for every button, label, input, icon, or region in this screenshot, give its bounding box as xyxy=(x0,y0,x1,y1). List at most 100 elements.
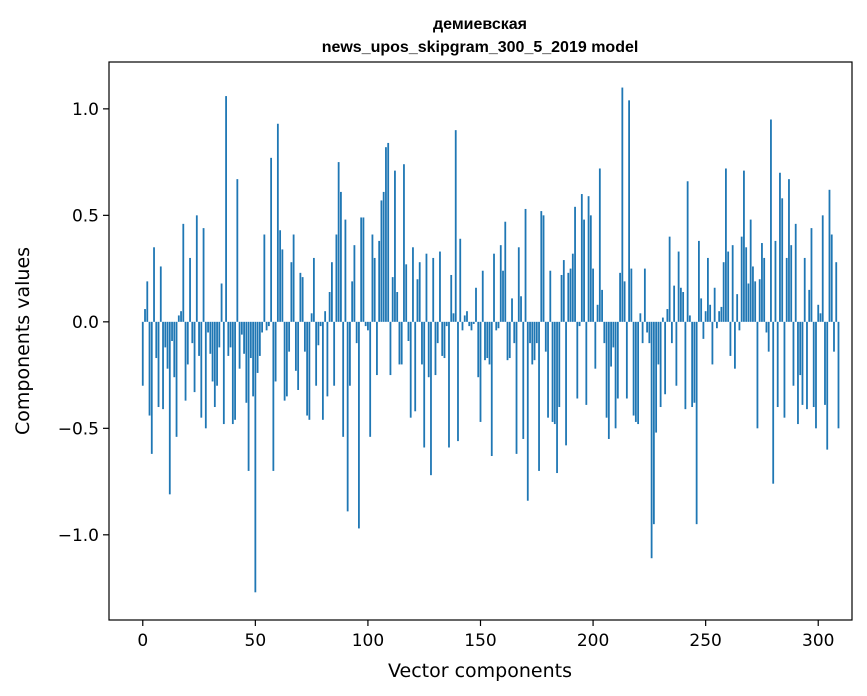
bar-component-161 xyxy=(504,221,507,322)
bar-component-225 xyxy=(648,321,651,344)
bar-component-34 xyxy=(218,321,221,348)
bar-component-300 xyxy=(817,304,820,322)
bar-component-8 xyxy=(159,266,162,322)
bar-component-108 xyxy=(385,147,387,322)
bar-component-118 xyxy=(407,321,410,341)
bar-component-14 xyxy=(173,321,176,378)
bar-component-0 xyxy=(141,321,144,386)
bar-component-287 xyxy=(788,179,790,322)
bar-component-82 xyxy=(326,321,329,397)
bar-component-178 xyxy=(542,215,545,322)
bar-component-230 xyxy=(659,321,662,408)
bar-component-181 xyxy=(549,270,552,322)
bar-component-105 xyxy=(378,240,381,322)
bar-component-201 xyxy=(594,321,597,369)
bar-component-132 xyxy=(439,251,441,322)
bar-component-125 xyxy=(423,321,426,448)
bar-component-80 xyxy=(321,321,324,420)
bar-component-208 xyxy=(610,321,612,367)
chart-title-line-2: news_upos_skipgram_300_5_2019 model xyxy=(322,39,639,56)
bar-component-299 xyxy=(815,321,817,429)
bar-component-246 xyxy=(695,321,698,525)
x-axis-label: Vector components xyxy=(388,660,572,682)
bar-component-212 xyxy=(619,272,621,322)
bar-component-101 xyxy=(369,321,372,437)
bar-series xyxy=(141,87,840,593)
bar-component-114 xyxy=(398,321,401,365)
bar-component-270 xyxy=(749,219,752,322)
x-tick-label: 300 xyxy=(802,631,834,651)
bar-component-151 xyxy=(481,270,484,322)
bar-component-197 xyxy=(585,321,588,405)
bar-component-17 xyxy=(180,311,182,322)
bar-component-123 xyxy=(418,262,421,322)
bar-component-286 xyxy=(785,257,788,322)
bar-component-150 xyxy=(479,321,482,422)
plot-frame xyxy=(108,61,853,621)
bar-component-143 xyxy=(463,315,466,322)
bar-component-113 xyxy=(396,292,399,322)
bar-component-280 xyxy=(772,321,775,484)
bar-component-145 xyxy=(468,321,471,327)
bar-component-51 xyxy=(256,321,259,373)
bar-component-45 xyxy=(243,321,245,354)
x-tick-label: 100 xyxy=(352,631,384,651)
bar-component-195 xyxy=(580,194,583,322)
bar-component-185 xyxy=(558,321,561,408)
bar-component-272 xyxy=(754,281,757,322)
bar-component-176 xyxy=(538,321,540,471)
bar-component-99 xyxy=(364,321,367,327)
bar-component-117 xyxy=(405,264,408,322)
bar-component-196 xyxy=(583,219,585,322)
bar-component-42 xyxy=(236,179,239,322)
bar-component-37 xyxy=(225,96,227,322)
bar-component-182 xyxy=(551,321,554,422)
bar-component-134 xyxy=(443,321,446,359)
bar-component-292 xyxy=(799,321,802,376)
y-tick-label: 1.0 xyxy=(72,100,99,120)
bar-component-110 xyxy=(389,321,392,376)
bar-component-245 xyxy=(693,321,696,403)
bar-component-32 xyxy=(213,321,216,408)
bar-component-93 xyxy=(351,281,354,322)
bar-component-126 xyxy=(425,253,428,322)
bar-component-78 xyxy=(317,321,320,346)
bar-component-232 xyxy=(664,321,667,395)
bar-component-60 xyxy=(276,123,279,322)
bar-component-204 xyxy=(601,289,603,322)
bar-component-76 xyxy=(312,257,315,322)
bar-component-23 xyxy=(193,321,196,393)
bar-component-160 xyxy=(502,270,504,322)
bar-component-15 xyxy=(175,321,178,437)
bar-component-3 xyxy=(148,321,151,416)
bar-component-243 xyxy=(688,315,691,322)
bar-component-41 xyxy=(234,321,236,420)
bar-component-68 xyxy=(294,321,297,371)
bar-component-172 xyxy=(529,321,531,344)
bar-component-140 xyxy=(457,321,459,442)
bar-component-308 xyxy=(835,262,838,322)
bar-component-269 xyxy=(747,283,750,322)
bar-component-95 xyxy=(355,321,358,344)
bar-component-268 xyxy=(745,247,748,322)
bar-component-240 xyxy=(682,292,685,322)
bar-component-188 xyxy=(565,321,567,446)
bar-component-163 xyxy=(508,321,511,359)
bar-component-39 xyxy=(229,321,232,348)
bar-component-186 xyxy=(560,274,563,322)
bar-component-97 xyxy=(360,217,363,322)
bar-component-98 xyxy=(362,217,365,322)
bar-component-57 xyxy=(270,157,273,322)
bar-component-139 xyxy=(454,130,457,322)
bar-component-302 xyxy=(821,215,824,322)
bar-component-291 xyxy=(797,321,799,425)
bar-component-62 xyxy=(281,249,284,322)
bar-component-72 xyxy=(303,321,306,352)
bar-component-147 xyxy=(472,321,475,324)
bar-component-9 xyxy=(162,321,164,410)
chart-title-line-1: демиевская xyxy=(433,16,527,33)
bar-component-193 xyxy=(576,321,579,399)
bar-component-244 xyxy=(691,321,694,408)
bar-component-55 xyxy=(265,321,268,331)
bar-component-298 xyxy=(812,321,815,408)
